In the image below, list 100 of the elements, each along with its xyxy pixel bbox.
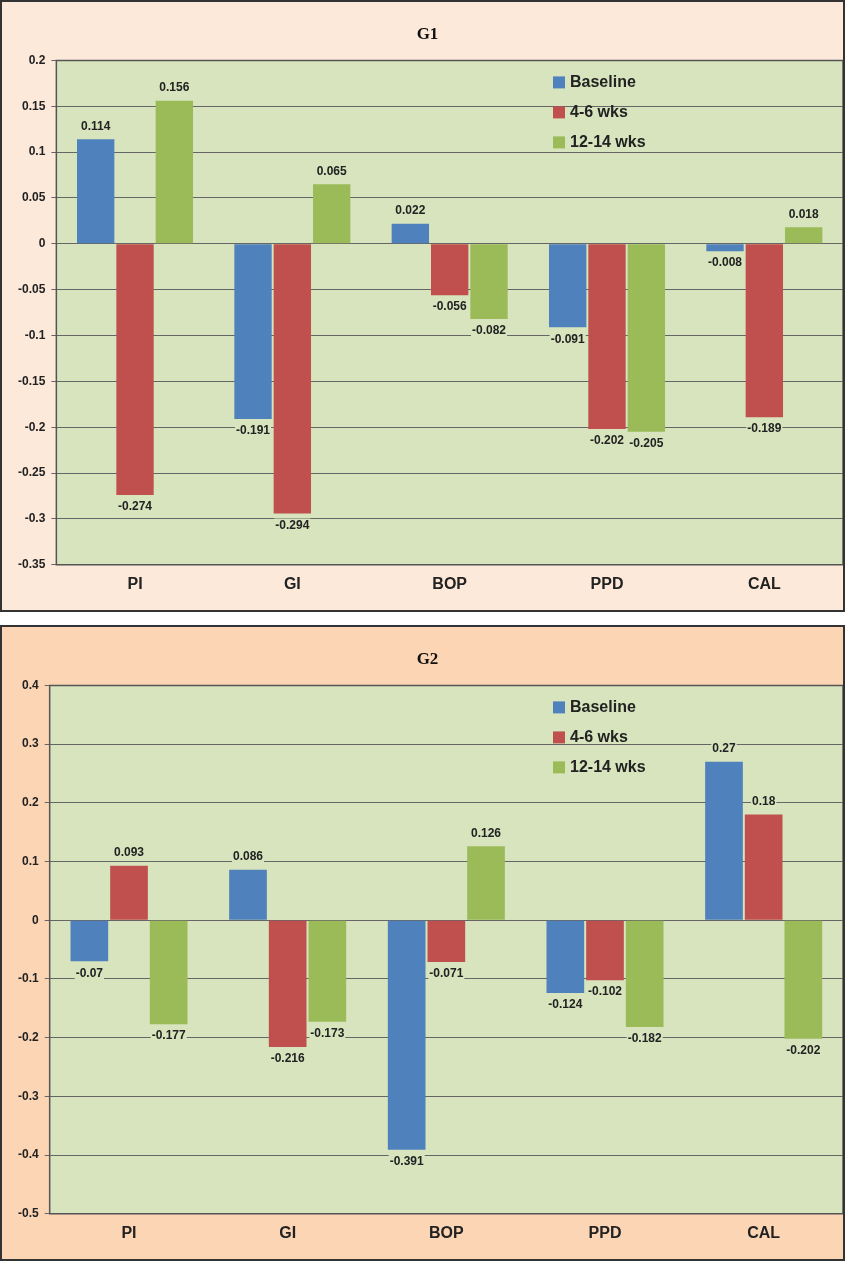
data-label: -0.082 — [471, 323, 507, 338]
x-tick-label: BOP — [432, 574, 468, 592]
legend-label: 12-14 wks — [570, 757, 646, 775]
y-tick-label: 0 — [38, 236, 46, 251]
bar — [229, 869, 267, 920]
data-label: -0.216 — [270, 1051, 306, 1066]
y-tick-label: -0.2 — [24, 419, 46, 434]
bar — [149, 920, 188, 1025]
x-tick-label: PI — [121, 1223, 137, 1241]
data-label: 0.18 — [751, 793, 776, 808]
data-label: -0.071 — [429, 966, 464, 981]
bar — [70, 920, 109, 962]
bar — [308, 920, 347, 1022]
data-label: -0.202 — [589, 433, 625, 448]
data-label: 0.018 — [788, 206, 820, 221]
legend-label: Baseline — [570, 697, 636, 715]
data-label: 0.086 — [232, 849, 264, 864]
data-label: -0.182 — [627, 1031, 663, 1046]
bar — [470, 244, 508, 320]
bar — [391, 223, 430, 244]
x-tick-label: BOP — [429, 1223, 464, 1241]
y-tick-label: -0.2 — [17, 1029, 39, 1044]
y-tick-label: 0.1 — [21, 853, 39, 868]
y-tick-label: -0.05 — [17, 281, 46, 296]
bar — [77, 139, 115, 244]
y-tick-label: 0.2 — [21, 795, 39, 810]
y-tick-label: -0.4 — [17, 1147, 39, 1162]
data-label: 0.093 — [113, 844, 145, 859]
bar — [467, 846, 505, 920]
y-tick-label: 0.4 — [21, 677, 39, 692]
bar — [588, 244, 626, 430]
bar — [313, 184, 351, 244]
data-label: -0.07 — [75, 965, 104, 980]
y-tick-label: 0.05 — [21, 190, 46, 205]
bar — [745, 244, 784, 418]
data-label: -0.124 — [548, 997, 583, 1012]
bar — [784, 920, 823, 1039]
data-label: 0.114 — [81, 118, 111, 133]
data-label: 0.065 — [316, 163, 348, 178]
x-tick-label: PPD — [588, 1223, 622, 1241]
data-label: -0.091 — [550, 331, 586, 346]
legend-label: 4-6 wks — [570, 102, 628, 120]
y-tick-label: -0.35 — [17, 557, 46, 572]
bar — [273, 244, 312, 514]
data-label: -0.191 — [236, 423, 271, 438]
x-tick-label: PI — [127, 574, 143, 592]
y-tick-label: -0.3 — [17, 1088, 39, 1103]
x-tick-label: GI — [279, 1223, 297, 1241]
bar — [625, 920, 664, 1028]
data-label: -0.274 — [118, 499, 153, 514]
data-label: -0.205 — [629, 436, 664, 451]
x-tick-label: GI — [283, 574, 301, 592]
y-tick-label: -0.15 — [17, 373, 46, 388]
bar — [627, 244, 666, 432]
bar — [110, 865, 148, 920]
bar — [586, 920, 624, 981]
y-tick-label: -0.3 — [24, 511, 46, 526]
data-label: 0.27 — [712, 741, 736, 756]
data-label: 0.022 — [395, 202, 426, 217]
bar — [155, 100, 194, 244]
data-label: -0.202 — [786, 1043, 821, 1058]
y-tick-label: 0.3 — [21, 736, 39, 751]
data-label: 0.156 — [159, 80, 190, 95]
data-label: -0.173 — [310, 1026, 345, 1041]
legend-label: 12-14 wks — [570, 132, 646, 150]
y-tick-label: -0.25 — [17, 465, 46, 480]
chart-title: G1 — [416, 23, 439, 43]
bar — [234, 244, 272, 419]
data-label: -0.391 — [389, 1154, 425, 1169]
data-label: 0.126 — [470, 825, 502, 840]
bar — [268, 920, 307, 1048]
bar — [548, 244, 587, 328]
bar — [706, 244, 744, 252]
bar — [430, 244, 469, 296]
legend-label: 4-6 wks — [570, 727, 628, 745]
chart-title: G2 — [416, 648, 439, 668]
y-tick-label: -0.1 — [17, 971, 39, 986]
data-label: -0.102 — [587, 984, 623, 999]
data-label: -0.056 — [432, 299, 468, 314]
y-tick-label: 0.15 — [21, 98, 46, 113]
data-label: -0.294 — [275, 517, 310, 532]
x-tick-label: CAL — [747, 1223, 781, 1241]
bar — [116, 244, 154, 496]
y-tick-label: -0.1 — [24, 327, 46, 342]
data-label: -0.189 — [747, 421, 782, 436]
bar — [427, 920, 466, 962]
data-label: -0.008 — [707, 255, 743, 270]
y-tick-label: 0.2 — [28, 52, 46, 67]
bar — [546, 920, 585, 994]
y-tick-label: 0 — [31, 912, 39, 927]
bar — [744, 814, 783, 920]
y-tick-label: 0.1 — [28, 144, 46, 159]
bar — [387, 920, 426, 1150]
x-tick-label: CAL — [747, 574, 781, 592]
data-label: -0.177 — [151, 1028, 187, 1043]
legend-label: Baseline — [570, 72, 636, 90]
y-tick-label: -0.5 — [17, 1206, 39, 1221]
bar — [705, 761, 743, 920]
bar — [784, 227, 823, 244]
x-tick-label: PPD — [590, 574, 624, 592]
